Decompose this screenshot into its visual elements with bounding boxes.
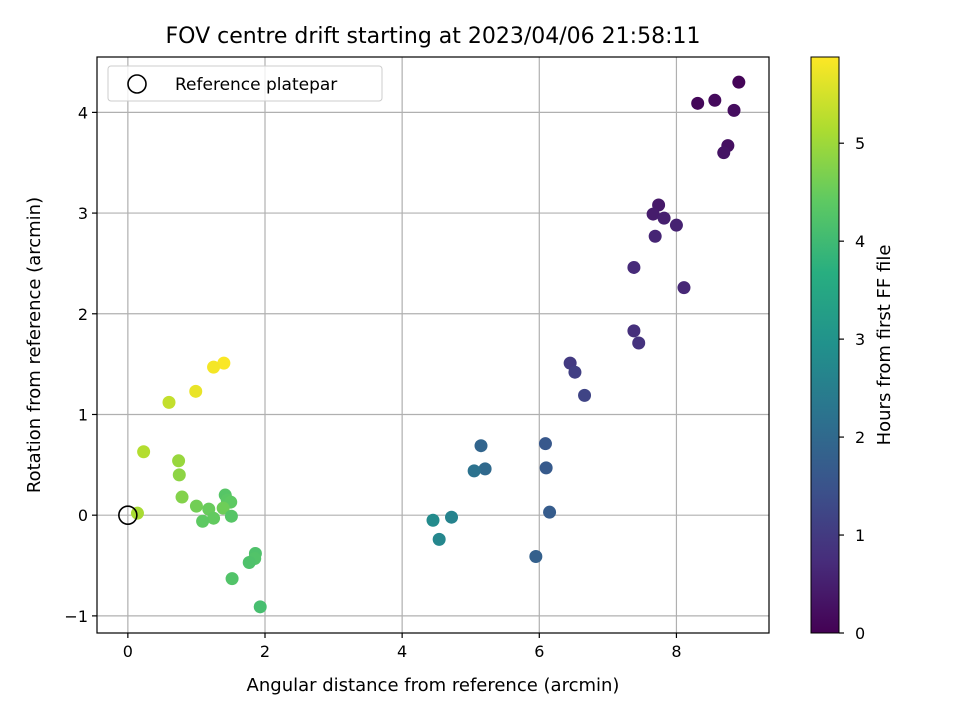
colorbar-ticks: 0 1 2 3 4 5 <box>839 134 865 643</box>
data-point <box>717 146 731 160</box>
data-point <box>253 600 267 614</box>
data-point <box>539 461 553 475</box>
x-axis-label: Angular distance from reference (arcmin) <box>247 675 620 696</box>
data-point <box>217 356 231 370</box>
colorbar <box>810 56 840 634</box>
data-point <box>137 445 151 459</box>
x-tick-label: 6 <box>534 642 544 661</box>
colorbar-tick-label: 2 <box>855 428 865 447</box>
data-point <box>189 384 203 398</box>
data-point <box>578 388 592 402</box>
data-point <box>207 360 221 374</box>
data-point <box>568 365 582 379</box>
data-point <box>538 437 552 451</box>
data-point <box>196 514 210 528</box>
colorbar-label: Hours from first FF file <box>874 245 895 446</box>
x-tick-label: 0 <box>123 642 133 661</box>
data-point <box>426 513 440 527</box>
colorbar-tick-label: 4 <box>855 232 865 251</box>
data-point <box>224 509 238 523</box>
y-axis-ticks: −1 0 1 2 3 4 <box>64 103 97 626</box>
data-point <box>732 75 746 89</box>
data-point <box>478 462 492 476</box>
data-point <box>677 281 691 295</box>
grid-lines <box>97 57 769 633</box>
x-tick-label: 4 <box>397 642 407 661</box>
data-point <box>708 93 722 107</box>
x-axis-ticks: 0 2 4 6 8 <box>123 633 682 661</box>
data-point <box>445 510 459 524</box>
data-point <box>207 511 221 525</box>
scatter-points <box>130 75 746 614</box>
data-point <box>172 454 186 468</box>
data-point <box>657 211 671 225</box>
plot-frame <box>96 56 770 634</box>
y-tick-label: 4 <box>78 103 88 122</box>
data-point <box>242 556 256 570</box>
legend-box <box>107 65 383 102</box>
legend-entry-reference: Reference platepar <box>175 75 337 95</box>
data-point <box>225 572 239 586</box>
data-point <box>216 501 230 515</box>
y-tick-label: 2 <box>78 305 88 324</box>
data-point <box>474 439 488 453</box>
data-point <box>648 229 662 243</box>
data-point <box>189 499 203 513</box>
y-tick-label: −1 <box>64 607 88 626</box>
data-point <box>632 336 646 350</box>
data-point <box>627 260 641 274</box>
colorbar-tick-label: 0 <box>855 624 865 643</box>
data-point <box>727 103 741 117</box>
data-point <box>543 505 557 519</box>
y-tick-label: 0 <box>78 506 88 525</box>
colorbar-tick-label: 5 <box>855 134 865 153</box>
y-tick-label: 1 <box>78 405 88 424</box>
data-point <box>175 490 189 504</box>
y-tick-label: 3 <box>78 204 88 223</box>
legend-marker-circle <box>127 74 147 94</box>
y-axis-label: Rotation from reference (arcmin) <box>24 197 45 493</box>
reference-platepar-marker <box>118 505 138 525</box>
chart-title: FOV centre drift starting at 2023/04/06 … <box>166 24 701 49</box>
data-point <box>162 395 176 409</box>
data-point <box>646 207 660 221</box>
legend: Reference platepar <box>107 65 383 102</box>
data-point <box>529 549 543 563</box>
data-point <box>669 218 683 232</box>
x-tick-label: 8 <box>671 642 681 661</box>
data-point <box>467 464 481 478</box>
colorbar-tick-label: 1 <box>855 526 865 545</box>
data-point <box>432 532 446 546</box>
data-point <box>691 96 705 110</box>
colorbar-tick-label: 3 <box>855 330 865 349</box>
data-point <box>172 468 186 482</box>
x-tick-label: 2 <box>260 642 270 661</box>
data-point <box>627 324 641 338</box>
